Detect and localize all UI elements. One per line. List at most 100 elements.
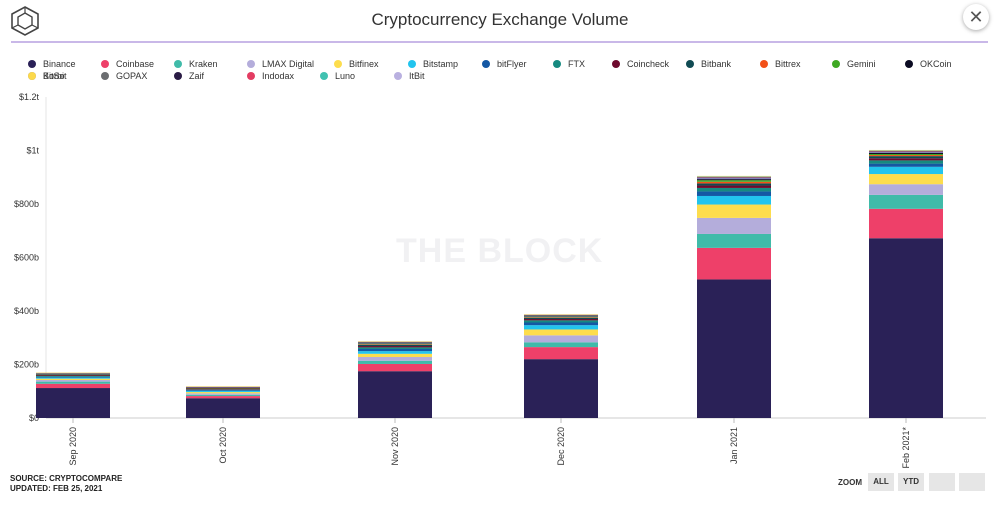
bar-segment-bittrex[interactable]: [358, 344, 432, 345]
bar-segment-bitfinex[interactable]: [697, 204, 771, 218]
bar-segment-korbit[interactable]: [524, 314, 598, 315]
bar-segment-bittrex[interactable]: [869, 155, 943, 157]
bar-segment-kraken[interactable]: [358, 360, 432, 364]
bar-segment-coincheck[interactable]: [186, 389, 260, 390]
bar-segment-bitflyer[interactable]: [36, 376, 110, 378]
zoom-ytd-button[interactable]: YTD: [898, 473, 924, 491]
bar-segment-coincheck[interactable]: [36, 375, 110, 377]
bar-segment-lmax-digital[interactable]: [186, 393, 260, 395]
zoom-all-button[interactable]: ALL: [868, 473, 894, 491]
bar-segment-bitflyer[interactable]: [186, 390, 260, 391]
bar-segment-bitflyer[interactable]: [697, 191, 771, 196]
bar-segment-coinbase[interactable]: [358, 363, 432, 372]
bar-segment-zaif[interactable]: [186, 386, 260, 388]
bar-segment-okcoin[interactable]: [869, 152, 943, 154]
bar-segment-bitfinex[interactable]: [186, 392, 260, 394]
bar-segment-bitbank[interactable]: [697, 183, 771, 186]
bar-segment-indodax[interactable]: [358, 342, 432, 343]
bar-segment-ftx[interactable]: [36, 376, 110, 377]
bar-segment-zaif[interactable]: [697, 177, 771, 178]
bar-segment-gemini[interactable]: [869, 153, 943, 156]
bar-segment-okcoin[interactable]: [524, 316, 598, 317]
bar-segment-korbit[interactable]: [358, 341, 432, 342]
bar-segment-bitso[interactable]: [869, 152, 943, 153]
bar-segment-korbit[interactable]: [869, 149, 943, 151]
bar-segment-bitstamp[interactable]: [358, 351, 432, 354]
bar-segment-gopax[interactable]: [869, 151, 943, 153]
bar-segment-kraken[interactable]: [869, 194, 943, 209]
bar-segment-zaif[interactable]: [524, 315, 598, 316]
bar-segment-coincheck[interactable]: [524, 319, 598, 321]
bar-segment-zaif[interactable]: [36, 373, 110, 374]
bar-segment-coinbase[interactable]: [697, 247, 771, 280]
bar-segment-itbit[interactable]: [524, 314, 598, 315]
zoom-range-button-1[interactable]: [929, 473, 955, 491]
bar-segment-binance[interactable]: [697, 279, 771, 418]
bar-segment-bitso[interactable]: [524, 315, 598, 317]
bar-segment-ftx[interactable]: [524, 320, 598, 323]
bar-segment-bitstamp[interactable]: [524, 325, 598, 330]
bar-segment-lmax-digital[interactable]: [869, 184, 943, 195]
bar-segment-bitso[interactable]: [358, 342, 432, 344]
bar-segment-bitso[interactable]: [36, 373, 110, 375]
bar-segment-kraken[interactable]: [36, 381, 110, 384]
close-button[interactable]: ✕: [963, 4, 989, 30]
bar-segment-luno[interactable]: [524, 314, 598, 316]
bar-segment-luno[interactable]: [697, 176, 771, 177]
bar-segment-lmax-digital[interactable]: [358, 357, 432, 361]
bar-segment-coincheck[interactable]: [697, 185, 771, 188]
bar-segment-okcoin[interactable]: [697, 179, 771, 181]
bar-segment-bitstamp[interactable]: [869, 166, 943, 175]
bar-segment-bitso[interactable]: [697, 178, 771, 180]
bar-segment-bitfinex[interactable]: [524, 329, 598, 336]
bar-segment-gemini[interactable]: [358, 343, 432, 345]
bar-segment-bitbank[interactable]: [524, 317, 598, 320]
bar-segment-ftx[interactable]: [697, 187, 771, 192]
bar-segment-indodax[interactable]: [524, 315, 598, 316]
bar-segment-lmax-digital[interactable]: [697, 217, 771, 234]
bar-segment-bittrex[interactable]: [186, 388, 260, 389]
bar-segment-binance[interactable]: [524, 359, 598, 418]
bar-segment-coincheck[interactable]: [358, 346, 432, 348]
bar-segment-okcoin[interactable]: [358, 343, 432, 344]
bar-segment-kraken[interactable]: [524, 342, 598, 348]
bar-segment-coincheck[interactable]: [869, 158, 943, 161]
bar-segment-korbit[interactable]: [186, 386, 260, 387]
bar-segment-lmax-digital[interactable]: [524, 335, 598, 343]
bar-segment-gemini[interactable]: [36, 374, 110, 375]
bar-segment-gopax[interactable]: [697, 177, 771, 179]
bar-segment-gemini[interactable]: [697, 180, 771, 182]
bar-segment-binance[interactable]: [358, 371, 432, 418]
bar-segment-indodax[interactable]: [869, 150, 943, 152]
bar-segment-gopax[interactable]: [36, 373, 110, 375]
bar-segment-itbit[interactable]: [358, 341, 432, 342]
bar-segment-gemini[interactable]: [524, 316, 598, 318]
bar-segment-bitbank[interactable]: [358, 344, 432, 347]
bar-segment-bittrex[interactable]: [524, 317, 598, 318]
bar-segment-ftx[interactable]: [869, 160, 943, 164]
bar-segment-ftx[interactable]: [358, 347, 432, 349]
bar-segment-gopax[interactable]: [358, 342, 432, 344]
bar-segment-luno[interactable]: [869, 150, 943, 152]
bar-segment-bitbank[interactable]: [869, 156, 943, 159]
bar-segment-binance[interactable]: [186, 398, 260, 418]
bar-segment-bitstamp[interactable]: [36, 377, 110, 379]
bar-segment-bitflyer[interactable]: [524, 322, 598, 326]
bar-segment-gemini[interactable]: [186, 388, 260, 389]
bar-segment-bitflyer[interactable]: [358, 348, 432, 352]
bar-segment-bitfinex[interactable]: [358, 353, 432, 358]
bar-segment-kraken[interactable]: [697, 233, 771, 248]
bar-segment-gopax[interactable]: [186, 387, 260, 388]
bar-segment-korbit[interactable]: [697, 175, 771, 177]
bar-segment-luno[interactable]: [358, 341, 432, 343]
bar-segment-lmax-digital[interactable]: [36, 380, 110, 382]
bar-segment-bitso[interactable]: [186, 387, 260, 389]
bar-segment-bitstamp[interactable]: [697, 195, 771, 205]
bar-segment-coinbase[interactable]: [524, 347, 598, 360]
bar-segment-indodax[interactable]: [697, 176, 771, 178]
bar-segment-itbit[interactable]: [869, 150, 943, 151]
bar-segment-binance[interactable]: [36, 388, 110, 418]
bar-segment-ftx[interactable]: [186, 389, 260, 391]
bar-segment-zaif[interactable]: [869, 151, 943, 152]
bar-segment-bittrex[interactable]: [36, 374, 110, 376]
